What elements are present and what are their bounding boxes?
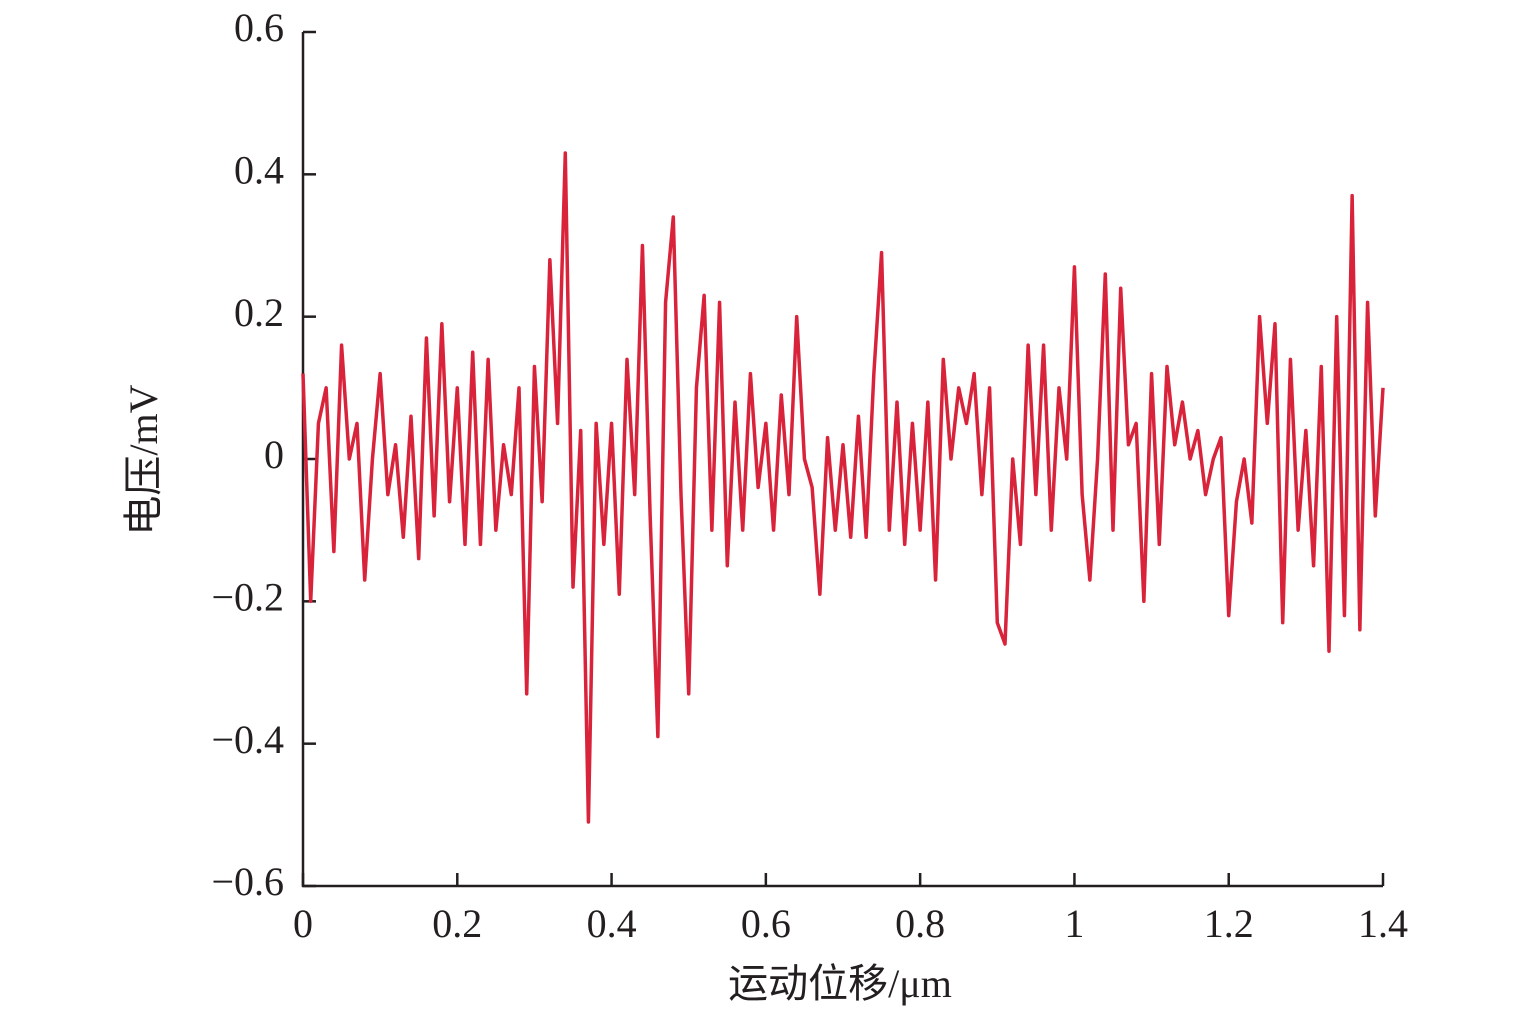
x-tick-label: 0.6	[741, 901, 791, 946]
y-tick-label: −0.2	[211, 575, 284, 620]
y-tick-label: −0.4	[211, 717, 284, 762]
y-tick-label: 0.4	[234, 148, 284, 193]
x-tick-label: 0.8	[895, 901, 945, 946]
y-tick-label: 0	[264, 432, 284, 477]
x-tick-label: 1.4	[1358, 901, 1408, 946]
x-tick-label: 0.4	[587, 901, 637, 946]
x-tick-label: 1	[1064, 901, 1084, 946]
x-tick-label: 0.2	[432, 901, 482, 946]
y-tick-label: 0.6	[234, 5, 284, 50]
x-tick-label: 1.2	[1204, 901, 1254, 946]
y-axis-label: 电压/mV	[121, 384, 166, 535]
x-tick-label: 0	[293, 901, 313, 946]
y-tick-label: 0.2	[234, 290, 284, 335]
x-axis-label: 运动位移/μm	[728, 961, 952, 1006]
data-line	[301, 151, 1385, 824]
y-tick-label: −0.6	[211, 859, 284, 904]
